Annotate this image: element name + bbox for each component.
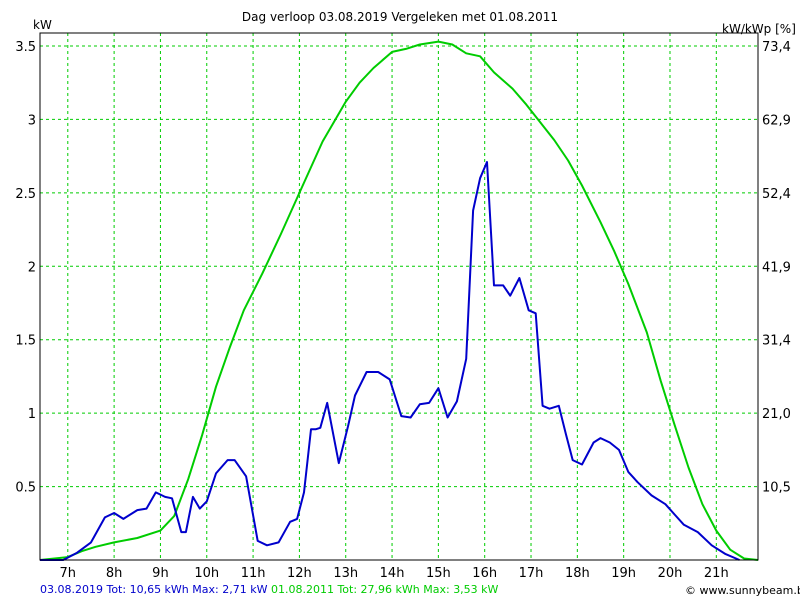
x-tick-label: 21h — [704, 566, 729, 581]
x-tick-label: 7h — [60, 566, 77, 581]
y-tick-label-right: 10,5 — [762, 481, 791, 496]
y-tick-label-left: 1 — [28, 407, 36, 422]
x-tick-label: 9h — [152, 566, 169, 581]
y-tick-label-right: 52,4 — [762, 187, 791, 202]
legend-series-2: 01.08.2011 Tot: 27,96 kWh Max: 3,53 kW — [270, 583, 499, 596]
x-tick-label: 16h — [472, 566, 497, 581]
x-tick-label: 14h — [380, 566, 405, 581]
x-tick-label: 13h — [333, 566, 358, 581]
y-tick-label-left: 0.5 — [15, 481, 36, 496]
y-tick-label-left: 2.5 — [15, 187, 36, 202]
x-tick-label: 19h — [611, 566, 636, 581]
chart-title: Dag verloop 03.08.2019 Vergeleken met 01… — [241, 10, 559, 24]
y-axis-label-left: kW — [33, 18, 52, 32]
y-tick-label-right: 73,4 — [762, 40, 791, 55]
x-tick-label: 20h — [658, 566, 683, 581]
series-line — [40, 161, 740, 561]
y-tick-label-right: 31,4 — [762, 334, 791, 349]
x-tick-label: 15h — [426, 566, 451, 581]
x-tick-label: 8h — [106, 566, 123, 581]
x-tick-label: 12h — [287, 566, 312, 581]
y-tick-label-right: 41,9 — [762, 260, 791, 275]
y-tick-label-left: 2 — [28, 260, 36, 275]
y-tick-label-right: 62,9 — [762, 113, 791, 128]
x-tick-label: 17h — [519, 566, 544, 581]
y-tick-label-right: 21,0 — [762, 407, 791, 422]
x-tick-label: 11h — [241, 566, 266, 581]
series-line — [39, 40, 759, 561]
legend-footer: 03.08.2019 Tot: 10,65 kWh Max: 2,71 kW 0… — [40, 583, 498, 596]
credit-text: © www.sunnybeam.be — [685, 584, 800, 597]
y-tick-label-left: 3 — [28, 113, 36, 128]
x-tick-label: 10h — [194, 566, 219, 581]
y-tick-label-left: 3.5 — [15, 40, 36, 55]
y-tick-label-left: 1.5 — [15, 334, 36, 349]
plot-frame — [39, 32, 759, 561]
legend-series-1: 03.08.2019 Tot: 10,65 kWh Max: 2,71 kW — [40, 583, 268, 596]
x-tick-label: 18h — [565, 566, 590, 581]
